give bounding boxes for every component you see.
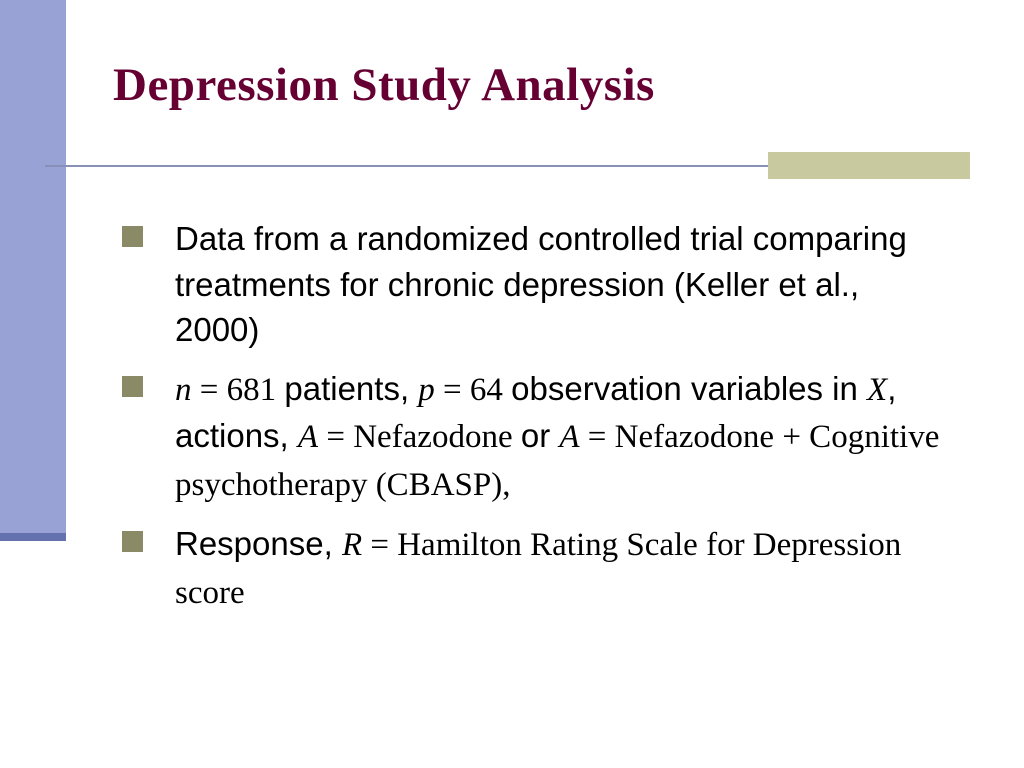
bullet-text-segment: Response, bbox=[175, 525, 342, 563]
bullet-text-segment: R bbox=[341, 527, 363, 564]
bullet-text-segment: A bbox=[297, 419, 319, 456]
bullet-square-icon bbox=[122, 531, 143, 553]
bullet-item: n = 681 patients, p = 64 observation var… bbox=[122, 366, 940, 509]
bullet-text: Response, R = Hamilton Rating Scale for … bbox=[175, 525, 902, 611]
bullet-text-segment: = Nefazodone + Cognitive psychotherapy (… bbox=[175, 419, 940, 503]
title-divider-line bbox=[45, 165, 970, 167]
bullet-text-segment: or bbox=[520, 417, 560, 455]
bullet-text-segment: patients, bbox=[284, 369, 419, 407]
bullet-text-segment: observation variables in bbox=[511, 369, 868, 407]
bullet-item: Response, R = Hamilton Rating Scale for … bbox=[122, 521, 940, 616]
left-sidebar-bar bbox=[0, 0, 66, 541]
accent-block bbox=[768, 152, 970, 179]
bullet-square-icon bbox=[122, 375, 143, 397]
bullet-text-segment: A bbox=[559, 419, 580, 456]
bullet-text-segment: p bbox=[418, 371, 435, 408]
bullet-square-icon bbox=[122, 226, 143, 247]
bullet-item: Data from a randomized controlled trial … bbox=[122, 216, 940, 353]
bullet-text-segment: , actions, bbox=[175, 369, 897, 455]
bullet-text-segment: = Hamilton Rating Scale for Depression s… bbox=[175, 527, 902, 611]
bullet-text-segment: = 681 bbox=[191, 371, 285, 408]
bullet-list: Data from a randomized controlled trial … bbox=[122, 216, 940, 629]
slide-title: Depression Study Analysis bbox=[113, 59, 655, 111]
bullet-text: n = 681 patients, p = 64 observation var… bbox=[175, 369, 940, 503]
bullet-text: Data from a randomized controlled trial … bbox=[175, 220, 907, 348]
bullet-text-segment: = 64 bbox=[434, 371, 512, 408]
bullet-text-segment: = Nefazodone bbox=[318, 419, 521, 456]
bullet-text-segment: X bbox=[867, 371, 888, 408]
bullet-text-segment: n bbox=[175, 371, 192, 408]
bullet-text-segment: Data from a randomized controlled trial … bbox=[175, 220, 907, 349]
